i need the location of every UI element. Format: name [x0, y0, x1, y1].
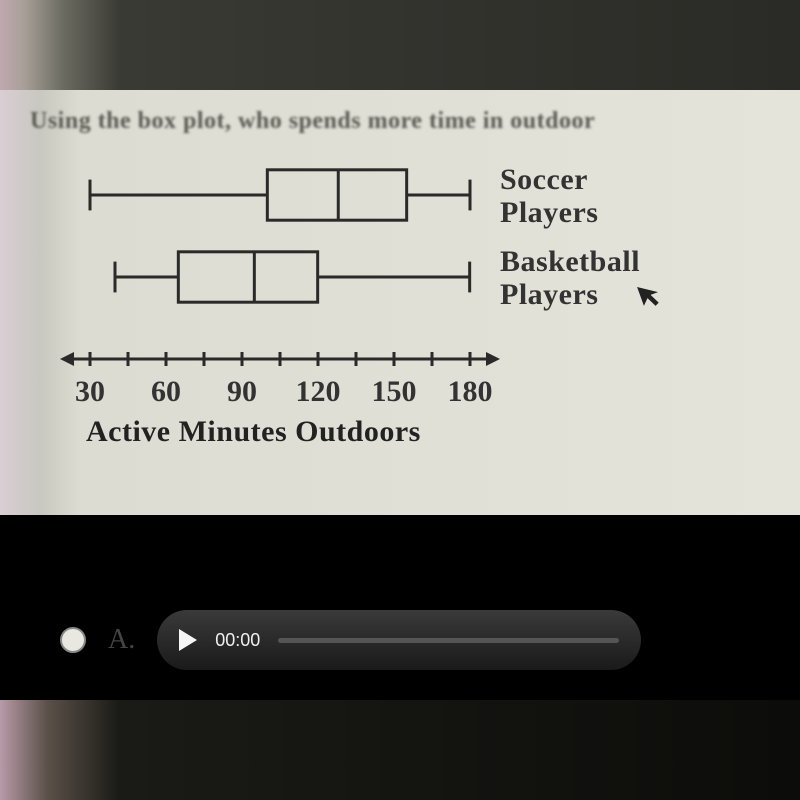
cursor-icon: [635, 278, 668, 319]
tick-label: 150: [372, 375, 417, 409]
tick-label: 60: [151, 375, 181, 409]
window-bottom-dark-strip: [0, 700, 800, 800]
audio-player[interactable]: 00:00: [157, 610, 641, 670]
tick-label: 120: [296, 375, 341, 409]
series-label-basketball: BasketballPlayers: [500, 245, 640, 311]
tick-label: 90: [227, 375, 257, 409]
boxplot-chart: SoccerPlayers BasketballPlayers 30609012…: [90, 157, 740, 487]
boxplot-soccer: [80, 167, 480, 227]
question-panel: Using the box plot, who spends more time…: [0, 90, 800, 515]
x-axis: [60, 339, 500, 379]
question-text: Using the box plot, who spends more time…: [0, 108, 800, 135]
axis-title: Active Minutes Outdoors: [86, 415, 421, 449]
window-top-dark-strip: [0, 0, 800, 90]
answer-option-a[interactable]: A. 00:00: [60, 610, 641, 670]
radio-a[interactable]: [60, 627, 86, 653]
play-icon[interactable]: [179, 629, 197, 651]
tick-label: 30: [75, 375, 105, 409]
boxplot-basketball: [105, 249, 480, 309]
audio-track[interactable]: [278, 638, 619, 643]
tick-label: 180: [448, 375, 493, 409]
option-letter: A.: [108, 624, 135, 656]
audio-time: 00:00: [215, 630, 260, 651]
series-label-soccer: SoccerPlayers: [500, 163, 598, 229]
